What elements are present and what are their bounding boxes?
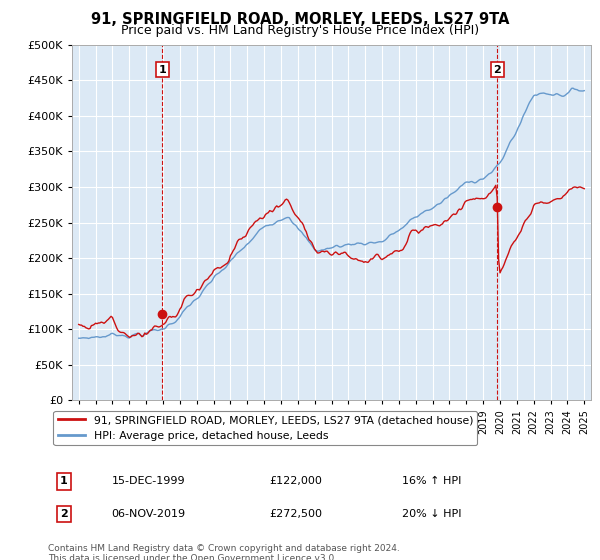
Legend: 91, SPRINGFIELD ROAD, MORLEY, LEEDS, LS27 9TA (detached house), HPI: Average pri: 91, SPRINGFIELD ROAD, MORLEY, LEEDS, LS2…: [53, 411, 478, 445]
Text: 91, SPRINGFIELD ROAD, MORLEY, LEEDS, LS27 9TA: 91, SPRINGFIELD ROAD, MORLEY, LEEDS, LS2…: [91, 12, 509, 27]
Text: 15-DEC-1999: 15-DEC-1999: [112, 477, 185, 487]
Text: 16% ↑ HPI: 16% ↑ HPI: [402, 477, 461, 487]
Text: 2: 2: [493, 65, 501, 74]
Text: 06-NOV-2019: 06-NOV-2019: [112, 509, 185, 519]
Text: Price paid vs. HM Land Registry's House Price Index (HPI): Price paid vs. HM Land Registry's House …: [121, 24, 479, 36]
Text: £122,000: £122,000: [270, 477, 323, 487]
Text: 2: 2: [60, 509, 68, 519]
Text: Contains HM Land Registry data © Crown copyright and database right 2024.
This d: Contains HM Land Registry data © Crown c…: [48, 544, 400, 560]
Text: 1: 1: [158, 65, 166, 74]
Text: £272,500: £272,500: [270, 509, 323, 519]
Text: 1: 1: [60, 477, 68, 487]
Text: 20% ↓ HPI: 20% ↓ HPI: [402, 509, 461, 519]
